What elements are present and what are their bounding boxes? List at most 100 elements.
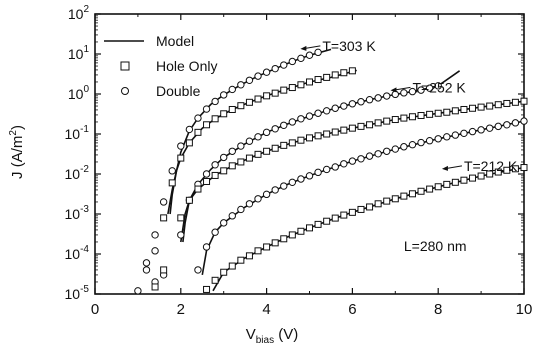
data-point-square: [168, 179, 176, 187]
data-point-circle: [211, 228, 219, 236]
data-point-square: [391, 195, 399, 203]
data-point-circle: [220, 219, 228, 227]
data-point-square: [185, 196, 193, 204]
data-point-circle: [262, 128, 271, 137]
legend-label: Double: [156, 83, 201, 99]
data-point-circle: [434, 135, 442, 143]
data-point-square: [460, 176, 468, 184]
data-point-square: [477, 103, 485, 111]
data-point-circle: [194, 114, 202, 122]
data-point-square: [383, 197, 391, 205]
y-tick-exp: -3: [80, 204, 89, 215]
model-curve: [169, 48, 332, 215]
y-tick-base: 10: [68, 46, 84, 62]
data-point-circle: [245, 137, 254, 145]
y-tick-label: 10-2: [65, 164, 90, 182]
data-point-square: [323, 217, 331, 225]
data-point-square: [211, 171, 219, 179]
x-axis-label: Vbias (V): [246, 326, 299, 346]
data-point-circle: [477, 126, 485, 134]
data-point-circle: [271, 64, 279, 73]
data-point-circle: [417, 138, 425, 147]
data-point-square: [331, 128, 339, 136]
data-point-circle: [228, 212, 236, 220]
data-point-square: [271, 239, 279, 247]
legend: Model Hole Only Double: [104, 33, 217, 99]
x-tick-label: 4: [262, 301, 270, 318]
data-point-square: [366, 203, 374, 211]
legend-label: Hole Only: [156, 58, 217, 74]
data-point-circle: [297, 175, 305, 183]
data-point-circle: [305, 172, 314, 180]
data-point-circle: [357, 155, 365, 163]
data-point-circle: [202, 243, 211, 251]
data-point-square: [443, 108, 451, 116]
data-point-square: [426, 185, 434, 193]
data-point-square: [245, 98, 253, 106]
data-point-circle: [408, 141, 417, 149]
data-point-circle: [262, 190, 271, 199]
annotation-arrowhead: [300, 45, 307, 51]
data-point-square: [254, 95, 262, 103]
data-point-circle: [228, 147, 236, 155]
data-point-square: [443, 180, 451, 188]
y-tick-exp: 0: [83, 84, 89, 95]
data-point-square: [160, 266, 168, 274]
data-point-circle: [425, 136, 434, 145]
data-point-circle: [177, 142, 185, 150]
data-point-square: [366, 121, 374, 129]
y-tick-exp: 1: [83, 44, 89, 55]
data-point-square: [357, 122, 365, 130]
model-curve: [212, 166, 525, 292]
data-point-circle: [202, 105, 211, 113]
data-point-square: [469, 174, 477, 182]
y-tick-base: 10: [65, 206, 81, 222]
data-point-square: [331, 214, 339, 222]
data-point-square: [348, 208, 356, 216]
data-point-square: [340, 69, 348, 77]
y-tick-exp: -4: [80, 244, 89, 255]
data-point-circle: [288, 178, 297, 187]
y-tick-base: 10: [65, 286, 81, 302]
data-point-square: [314, 220, 322, 228]
data-point-square: [211, 115, 219, 123]
data-point-circle: [194, 266, 202, 274]
data-point-square: [306, 224, 313, 232]
data-point-square: [469, 104, 477, 112]
data-point-circle: [365, 152, 374, 160]
data-point-square: [288, 139, 296, 147]
data-point-square: [494, 168, 502, 176]
data-point-square: [460, 105, 468, 113]
data-point-square: [237, 158, 245, 166]
data-point-square: [203, 121, 211, 129]
data-point-circle: [357, 98, 365, 106]
data-point-circle: [348, 157, 357, 165]
data-point-circle: [159, 198, 168, 206]
data-point-circle: [168, 167, 176, 175]
y-axis-label: J (A/m2): [8, 125, 26, 179]
data-point-circle: [142, 259, 151, 267]
y-tick-exp: -2: [80, 164, 89, 175]
y-tick-base: 10: [68, 86, 84, 102]
data-point-circle: [400, 89, 408, 97]
data-point-square: [245, 154, 253, 162]
data-point-circle: [400, 143, 408, 151]
data-point-circle: [151, 231, 159, 239]
x-tick-label: 0: [91, 301, 99, 318]
data-point-circle: [365, 96, 374, 104]
data-point-circle: [305, 112, 314, 120]
data-point-circle: [314, 109, 322, 117]
legend-circle-swatch: [121, 87, 129, 95]
y-tick-label: 10-1: [65, 124, 90, 142]
data-point-circle: [220, 91, 228, 99]
data-point-circle: [485, 124, 494, 132]
data-point-square: [426, 110, 434, 118]
data-point-circle: [425, 84, 434, 92]
data-point-square: [323, 73, 331, 81]
data-point-square: [297, 227, 305, 235]
data-point-circle: [245, 200, 254, 208]
data-point-square: [400, 114, 408, 122]
data-point-circle: [408, 87, 417, 96]
data-point-square: [220, 167, 228, 175]
